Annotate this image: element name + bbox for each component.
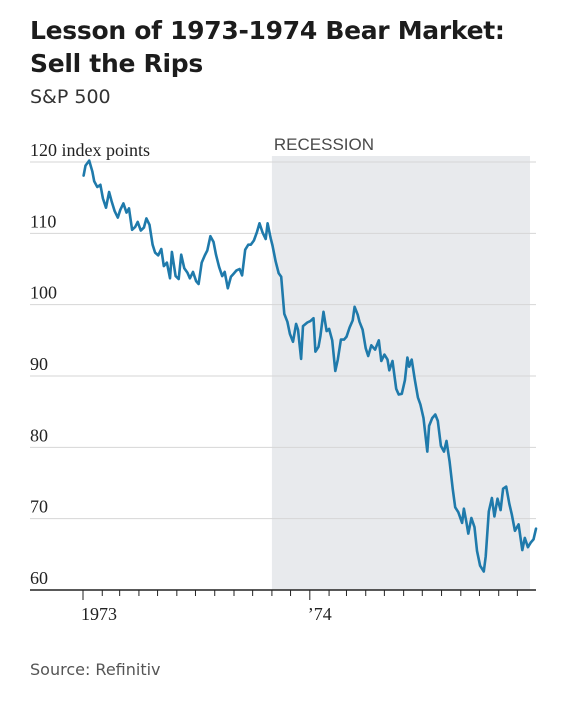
y-tick-label: 110: [30, 211, 56, 231]
chart-subtitle: S&P 500: [30, 86, 111, 108]
y-tick-label: 70: [30, 497, 48, 517]
chart-title-line-1: Lesson of 1973-1974 Bear Market:: [30, 16, 505, 45]
y-tick-label: 80: [30, 425, 48, 445]
source-note: Source: Refinitiv: [30, 660, 161, 679]
chart-title: Lesson of 1973-1974 Bear Market: Sell th…: [30, 14, 550, 80]
chart-title-line-2: Sell the Rips: [30, 49, 203, 78]
recession-layer: RECESSION: [271, 135, 530, 590]
y-tick-label: 60: [30, 568, 48, 588]
recession-shade: [271, 156, 530, 590]
sp500-series-line: [82, 159, 538, 573]
y-tick-label: 90: [30, 354, 48, 374]
recession-label: RECESSION: [274, 135, 374, 154]
series-layer: [82, 159, 538, 573]
x-axis: [30, 589, 536, 600]
axis-labels: 60 70 80 90 100 110 120 index points 1973 ’74: [30, 140, 332, 624]
y-tick-label: 120 index points: [30, 140, 150, 160]
x-tick-label: 1973: [81, 604, 117, 624]
x-tick-label: ’74: [308, 604, 332, 624]
y-tick-label: 100: [30, 283, 57, 303]
